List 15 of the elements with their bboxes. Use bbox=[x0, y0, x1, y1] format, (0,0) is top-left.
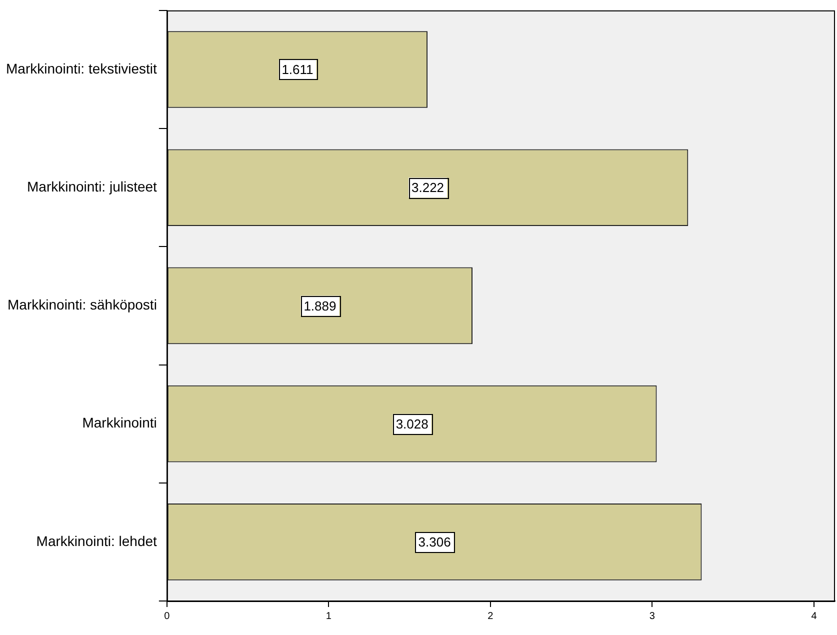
x-tick-label: 3 bbox=[649, 610, 656, 622]
y-tick-label: Markkinointi: tekstiviestit bbox=[6, 60, 158, 76]
x-tick-label: 1 bbox=[326, 610, 332, 622]
data-label: 3.222 bbox=[412, 180, 444, 196]
data-label: 3.306 bbox=[418, 534, 451, 550]
y-tick-label: Markkinointi bbox=[82, 414, 157, 431]
y-tick-label: Markkinointi: lehdet bbox=[36, 532, 158, 549]
x-tick-label: 2 bbox=[488, 610, 494, 622]
x-tick-label: 0 bbox=[164, 610, 170, 622]
data-label: 1.611 bbox=[282, 62, 314, 78]
y-tick-label: Markkinointi: sähköposti bbox=[8, 296, 157, 313]
data-label: 1.889 bbox=[304, 298, 336, 314]
data-label: 3.028 bbox=[396, 416, 428, 432]
y-tick-label: Markkinointi: julisteet bbox=[26, 178, 158, 194]
x-tick-label: 4 bbox=[811, 610, 818, 622]
